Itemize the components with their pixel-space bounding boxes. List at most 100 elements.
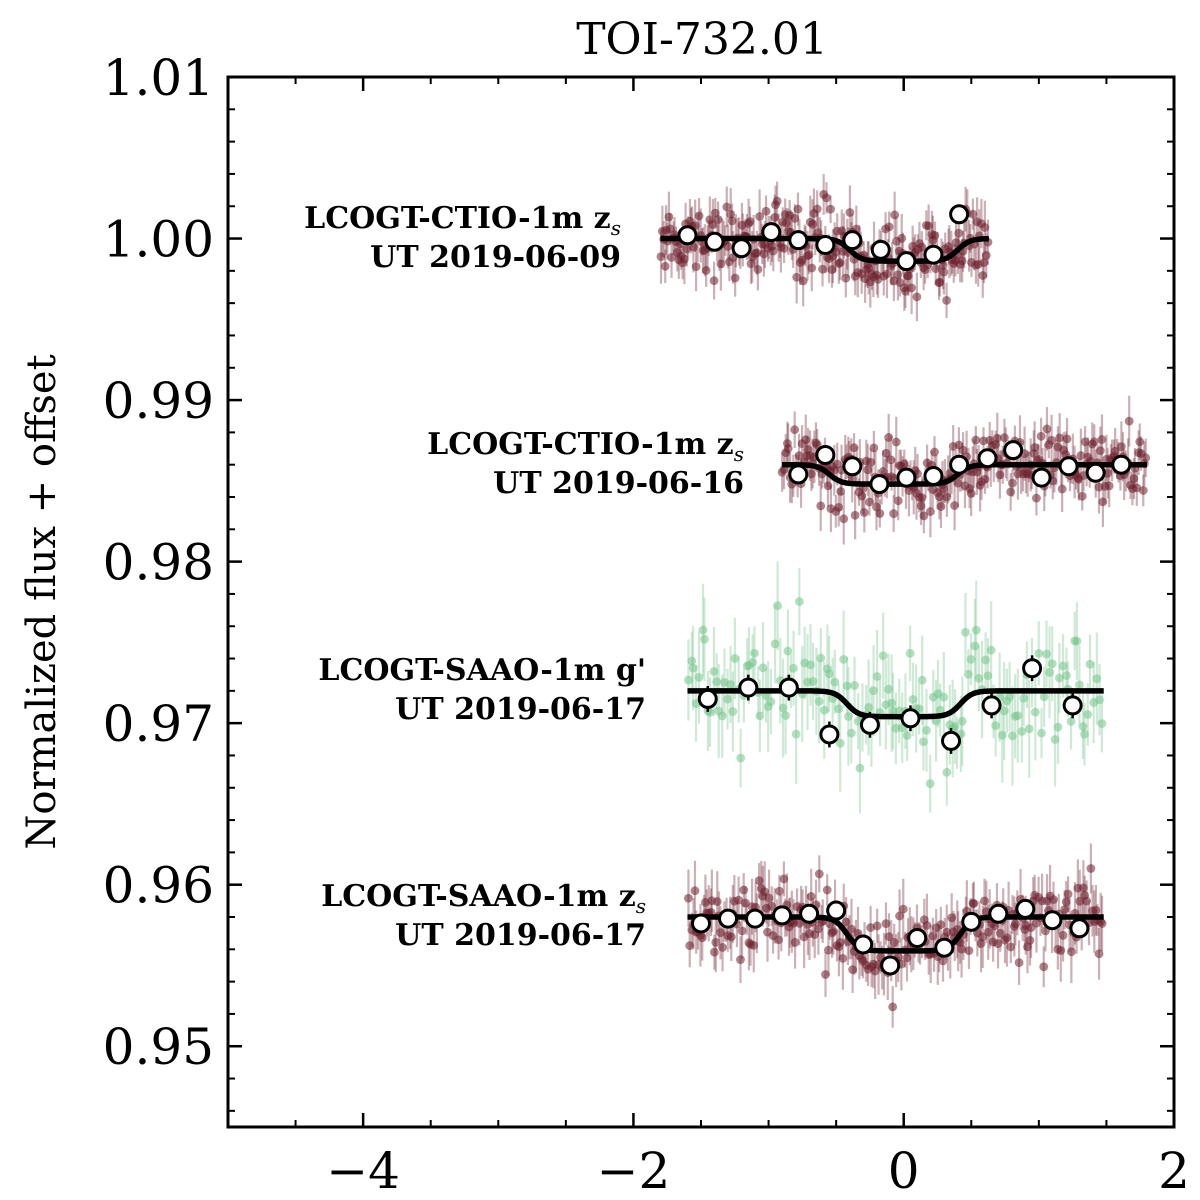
binned-point (1085, 462, 1106, 483)
binned-point (859, 714, 880, 735)
raw-point (953, 478, 963, 488)
raw-point (954, 228, 964, 238)
raw-point (713, 215, 723, 224)
raw-point (947, 913, 957, 923)
raw-point (783, 444, 793, 453)
binned-point (842, 456, 863, 477)
raw-point (760, 887, 770, 897)
raw-point (1066, 716, 1076, 726)
raw-point (839, 654, 849, 664)
raw-point (656, 252, 666, 262)
series-label-main: LCOGT-SAAO-1m z (321, 879, 636, 914)
raw-point (869, 686, 878, 696)
raw-point (1110, 446, 1120, 456)
raw-point (895, 911, 904, 921)
y-tick-label: 0.96 (103, 857, 214, 915)
raw-point (687, 656, 697, 666)
raw-point (839, 514, 849, 524)
raw-point (872, 921, 882, 931)
raw-point (1050, 735, 1060, 744)
series-label-main: LCOGT-CTIO-1m z (427, 427, 734, 462)
raw-point (891, 437, 901, 447)
series-label-3: LCOGT-SAAO-1m g' (318, 653, 646, 688)
raw-point (930, 447, 939, 457)
raw-point (821, 970, 830, 979)
raw-point (888, 1002, 898, 1012)
raw-point (961, 627, 970, 637)
raw-point (755, 711, 765, 721)
raw-point (889, 938, 899, 947)
raw-point (850, 681, 859, 690)
raw-point (813, 924, 823, 934)
raw-point (1042, 424, 1052, 434)
raw-point (808, 677, 818, 686)
raw-point (828, 926, 838, 936)
raw-point (917, 242, 927, 252)
x-tick-label: 0 (888, 1142, 920, 1200)
raw-point (983, 927, 993, 937)
raw-point (770, 639, 780, 649)
raw-point (807, 263, 817, 273)
binned-point (745, 908, 766, 929)
raw-point (1047, 435, 1056, 445)
raw-point (767, 901, 777, 911)
axes-layer: −4 −2 0 2 0.95 0.96 0.97 0.98 0.99 1.00 1.01 (103, 49, 1190, 1200)
raw-point (919, 737, 928, 747)
raw-point (899, 459, 909, 469)
raw-point (694, 673, 704, 682)
binned-point (870, 239, 891, 260)
raw-point (723, 694, 732, 704)
raw-point (908, 694, 918, 704)
raw-point (792, 272, 802, 282)
raw-point (1078, 883, 1088, 893)
raw-point (882, 269, 892, 279)
raw-point (991, 721, 1001, 731)
raw-point (716, 928, 725, 938)
binned-point (896, 251, 917, 272)
raw-point (1116, 442, 1126, 451)
binned-point (988, 903, 1009, 924)
raw-data-layer (656, 173, 1151, 1028)
x-tick-label: −2 (597, 1142, 671, 1200)
binned-point (869, 474, 890, 495)
series-label-2: LCOGT-CTIO-1m zs (427, 427, 744, 466)
raw-point (806, 660, 815, 670)
y-tick-label: 0.97 (103, 695, 214, 753)
raw-point (782, 218, 791, 228)
raw-point (754, 876, 764, 886)
raw-point (779, 465, 789, 475)
raw-point (1080, 437, 1090, 447)
raw-point (814, 696, 824, 706)
binned-point (842, 230, 863, 251)
raw-point (822, 885, 832, 895)
raw-point (1032, 493, 1041, 503)
raw-point (823, 481, 833, 491)
raw-point (1097, 719, 1107, 728)
raw-point (664, 212, 674, 222)
raw-point (848, 965, 858, 975)
binned-point (961, 911, 982, 932)
raw-point (727, 216, 737, 226)
binned-point (1042, 910, 1063, 931)
raw-point (1007, 731, 1017, 741)
raw-point (925, 779, 935, 789)
raw-point (749, 940, 759, 950)
y-tick-label: 0.95 (103, 1018, 214, 1076)
raw-point (701, 266, 711, 275)
binned-series-1 (677, 204, 970, 272)
raw-point (836, 486, 846, 496)
raw-point (716, 259, 726, 269)
raw-point (917, 675, 927, 685)
raw-point (1014, 958, 1024, 968)
raw-point (772, 196, 782, 206)
raw-point (887, 698, 897, 708)
raw-point (1083, 710, 1093, 719)
raw-point (881, 448, 891, 458)
raw-point (1075, 896, 1085, 906)
series-date-1: UT 2019-06-09 (370, 240, 621, 275)
raw-point (824, 945, 833, 955)
raw-point (794, 451, 804, 461)
raw-point (878, 651, 888, 661)
raw-point (980, 474, 990, 484)
raw-point (1042, 649, 1051, 659)
